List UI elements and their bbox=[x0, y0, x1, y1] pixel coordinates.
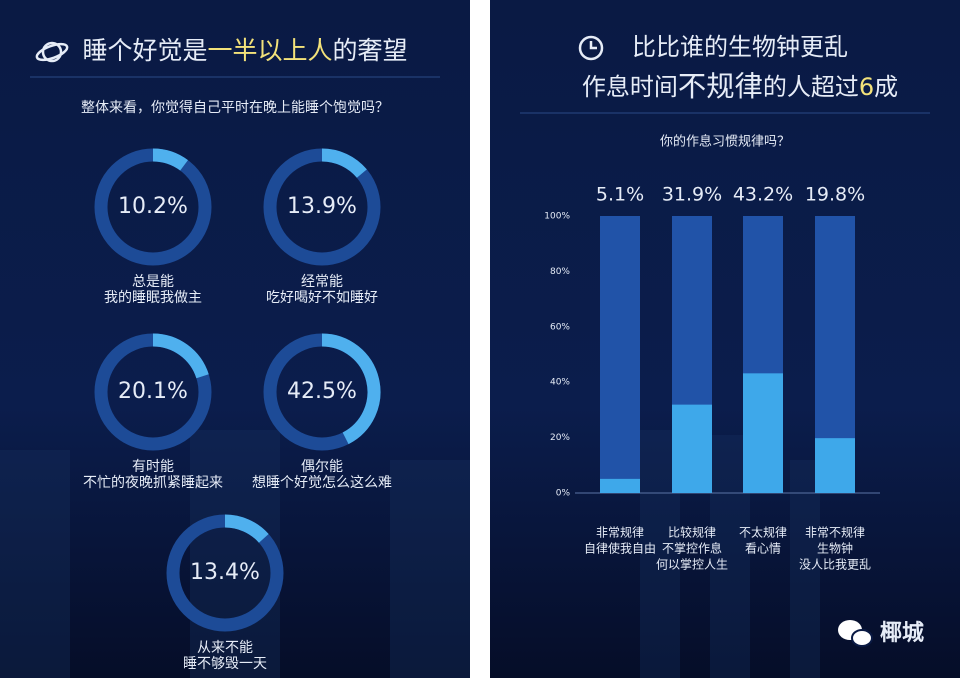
donut-arc bbox=[224, 514, 269, 543]
donut-label: 偶尔能 bbox=[301, 459, 343, 475]
title-part: 一半以上人 bbox=[207, 36, 332, 65]
title-part: 比比谁的生物钟更乱 bbox=[632, 33, 848, 61]
value-label: 13.9% bbox=[287, 194, 357, 219]
x-tick-label: 非常不规律 bbox=[805, 525, 865, 540]
title-part: 不规律 bbox=[678, 70, 763, 103]
value-label: 10.2% bbox=[118, 194, 188, 219]
y-tick-label: 20% bbox=[550, 433, 570, 443]
title-part: 的人超过 bbox=[763, 73, 859, 101]
chart-title: 睡个好觉是一半以上人的奢望 bbox=[82, 36, 407, 65]
x-tick-note: 何以掌控人生 bbox=[656, 558, 728, 572]
x-tick-label: 比较规律 bbox=[668, 525, 716, 540]
value-label: 43.2% bbox=[733, 184, 793, 206]
value-label: 19.8% bbox=[805, 184, 865, 206]
x-tick-note: 没人比我更乱 bbox=[799, 557, 871, 572]
value-label: 42.5% bbox=[287, 379, 357, 404]
y-tick-label: 60% bbox=[550, 322, 570, 332]
question: 你的作息习惯规律吗？ bbox=[660, 134, 790, 150]
chart-title: 比比谁的生物钟更乱 bbox=[632, 33, 848, 61]
bar bbox=[600, 478, 640, 493]
x-tick-note: 生物钟 bbox=[817, 541, 853, 556]
title-part: 成 bbox=[874, 73, 898, 101]
donut-caption: 我的睡眠我做主 bbox=[104, 290, 202, 306]
y-tick-label: 100% bbox=[544, 212, 570, 222]
bar bbox=[743, 373, 783, 493]
value-label: 31.9% bbox=[662, 184, 722, 206]
x-tick-label: 非常规律 bbox=[596, 525, 644, 540]
y-tick-label: 40% bbox=[550, 378, 570, 388]
city-silhouette bbox=[0, 430, 820, 678]
left-panel bbox=[0, 0, 470, 678]
donut-arc bbox=[321, 333, 381, 445]
chart-title: 作息时间不规律的人超过6成 bbox=[582, 70, 898, 103]
donut-arc bbox=[152, 148, 188, 171]
donut-caption: 吃好喝好不如睡好 bbox=[266, 290, 378, 306]
x-tick-label: 不太规律 bbox=[739, 525, 787, 540]
watermark: 椰城 bbox=[880, 620, 924, 646]
bar bbox=[815, 438, 855, 493]
x-tick-note: 自律使我自由 bbox=[584, 541, 656, 556]
x-tick-note: 看心情 bbox=[745, 542, 781, 556]
donut-caption: 想睡个好觉怎么这么难 bbox=[252, 474, 392, 491]
value-label: 20.1% bbox=[118, 379, 188, 404]
wechat-icon bbox=[838, 620, 873, 647]
title-part: 睡个好觉是 bbox=[82, 36, 207, 65]
donut-caption: 不忙的夜晚抓紧睡起来 bbox=[83, 475, 223, 491]
title-part: 的奢望 bbox=[333, 36, 408, 65]
question: 整体来看，你觉得自己平时在晚上能睡个饱觉吗？ bbox=[81, 99, 389, 116]
donut-arc bbox=[152, 333, 209, 379]
y-tick-label: 0% bbox=[556, 489, 571, 499]
bar bbox=[672, 404, 712, 493]
donut-label: 有时能 bbox=[132, 459, 174, 475]
donut-label: 从来不能 bbox=[197, 640, 253, 656]
bar-track bbox=[600, 216, 640, 493]
title-part: 6 bbox=[859, 73, 874, 101]
clock-icon bbox=[578, 35, 604, 61]
y-tick-label: 80% bbox=[550, 267, 570, 277]
planet-icon bbox=[35, 41, 69, 63]
title-part: 作息时间 bbox=[582, 73, 678, 101]
donut-label: 总是能 bbox=[132, 274, 174, 290]
value-label: 5.1% bbox=[596, 184, 644, 206]
donut-arc bbox=[321, 148, 367, 179]
donut-caption: 睡不够毁一天 bbox=[183, 656, 267, 672]
donut-label: 经常能 bbox=[301, 274, 343, 290]
x-tick-note: 不掌控作息 bbox=[662, 541, 722, 556]
value-label: 13.4% bbox=[190, 560, 260, 585]
